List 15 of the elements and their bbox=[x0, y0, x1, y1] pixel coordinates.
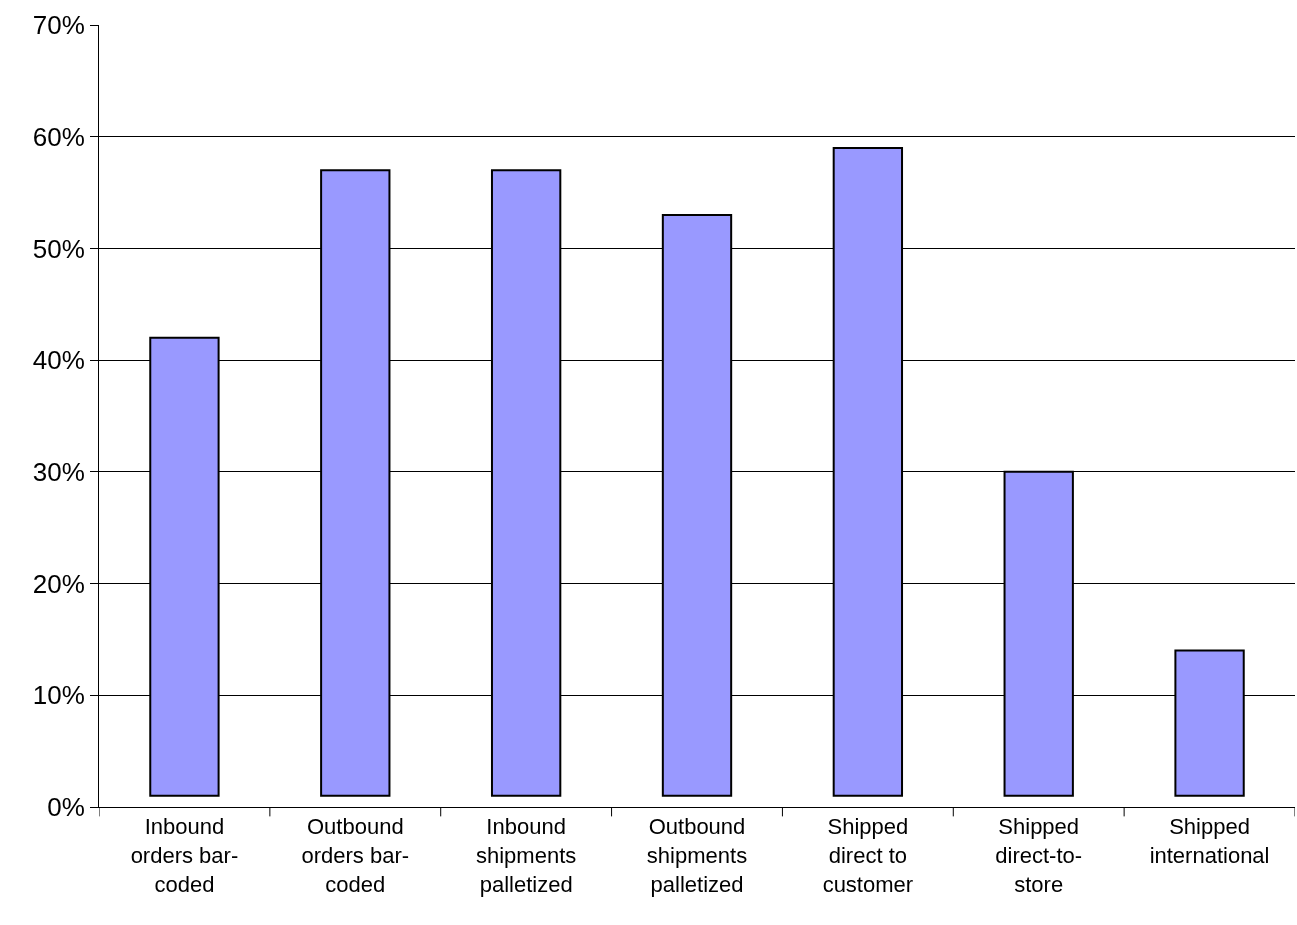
x-tick-label: Inbound shipments palletized bbox=[476, 814, 577, 897]
y-tick-label: 50% bbox=[32, 233, 85, 264]
x-tick-label: Shipped direct-to-store bbox=[995, 814, 1083, 897]
y-tick-label: 60% bbox=[32, 121, 85, 152]
y-tick-label: 0% bbox=[47, 792, 85, 823]
y-tick-label: 40% bbox=[32, 345, 85, 376]
x-tick-label: Outbound orders bar-coded bbox=[301, 814, 410, 897]
y-tick-label: 70% bbox=[32, 10, 85, 41]
y-tick-label: 10% bbox=[32, 680, 85, 711]
y-tick-label: 20% bbox=[32, 568, 85, 599]
x-tick-label: Outbound shipments palletized bbox=[646, 814, 748, 897]
x-tick-label: Inbound orders bar-coded bbox=[130, 814, 239, 897]
x-tick-label: Shipped direct to customer bbox=[822, 814, 914, 897]
x-tick-label: Shipped international bbox=[1149, 814, 1270, 868]
y-tick-label: 30% bbox=[32, 456, 85, 487]
